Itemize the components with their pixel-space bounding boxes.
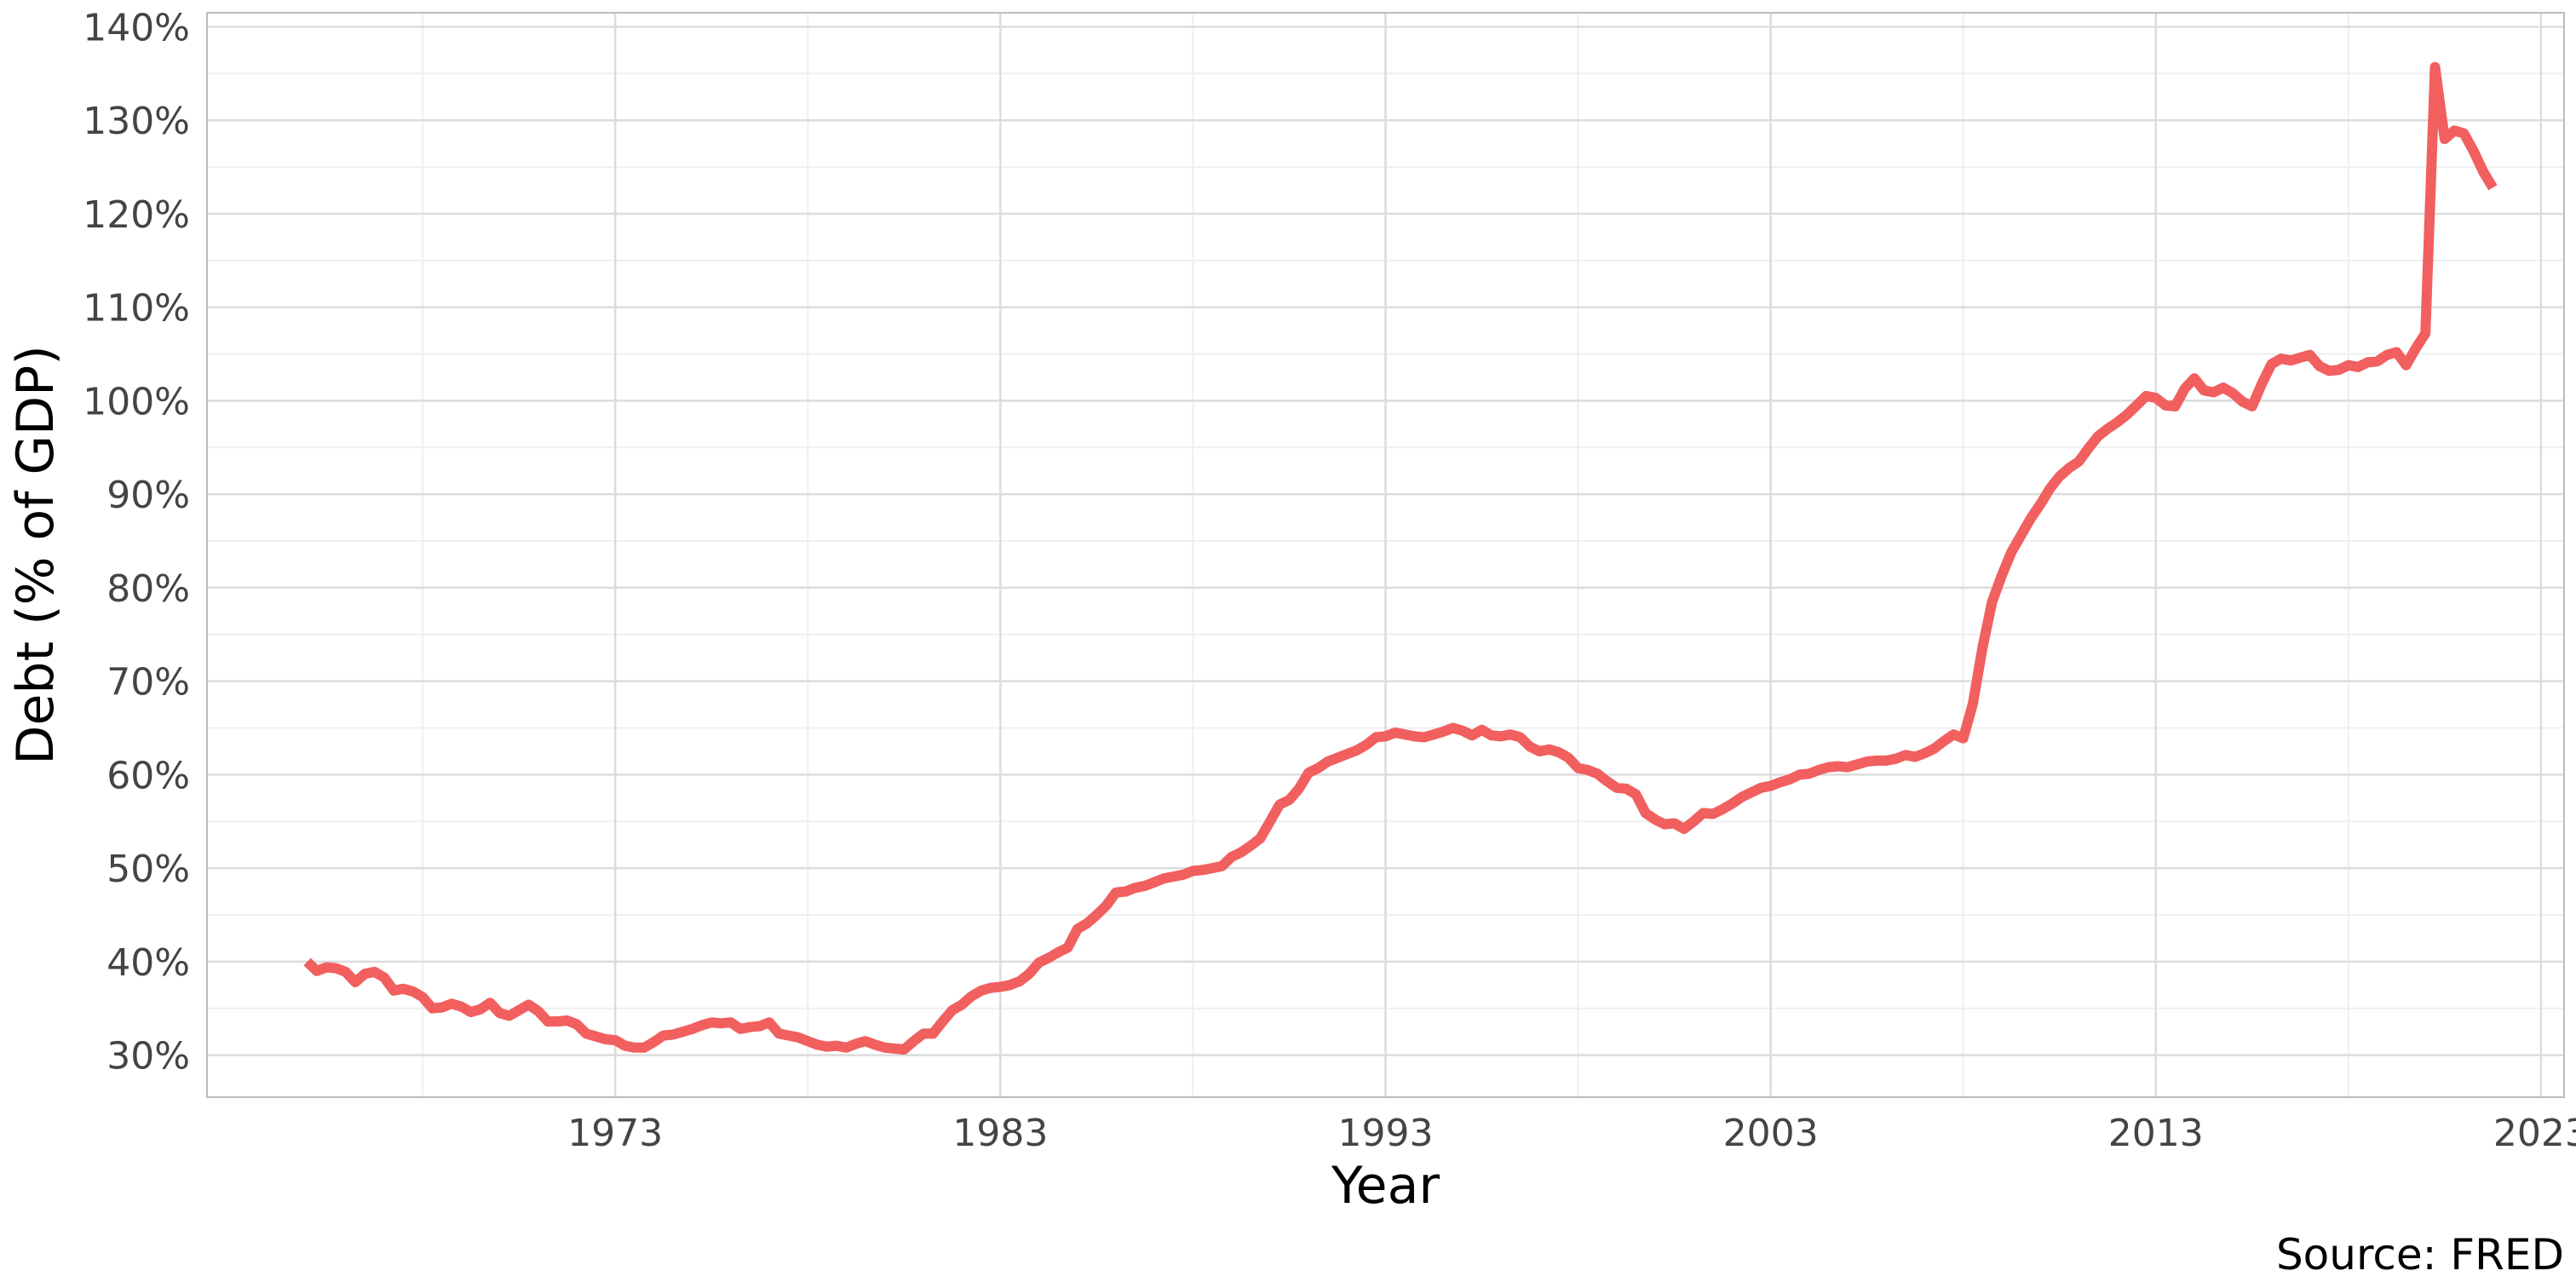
x-tick-label: 1993 [1338,1112,1434,1155]
y-tick-label: 80% [106,567,190,611]
x-tick-label: 1983 [952,1112,1048,1155]
y-axis-title: Debt (% of GDP) [6,345,66,764]
y-tick-label: 130% [83,100,190,143]
y-tick-label: 30% [106,1035,190,1078]
x-axis-title: Year [1331,1156,1440,1216]
y-tick-label: 140% [83,6,190,49]
x-tick-label: 2023 [2493,1112,2576,1155]
y-tick-label: 90% [106,474,190,517]
data-series [303,61,2498,1055]
x-tick-label: 2013 [2108,1112,2204,1155]
x-axis-tick-labels: 1973 1983 1993 2003 2013 2023 [567,1112,2576,1155]
y-tick-label: 120% [83,193,190,237]
source-caption: Source: FRED [2276,1230,2564,1279]
y-tick-label: 110% [83,287,190,331]
major-gridlines [207,13,2564,1097]
y-tick-label: 50% [106,848,190,891]
y-tick-label: 40% [106,941,190,985]
x-tick-label: 1973 [567,1112,663,1155]
series-line-0 [303,61,2498,1055]
y-axis-tick-labels: 30% 40% 50% 60% 70% 80% 90% 100% 110% 120% 130% 140… [83,6,190,1078]
plot-border [206,12,2565,1098]
y-tick-label: 100% [83,380,190,423]
y-tick-label: 70% [106,661,190,704]
y-tick-label: 60% [106,754,190,797]
x-tick-label: 2003 [1723,1112,1819,1155]
